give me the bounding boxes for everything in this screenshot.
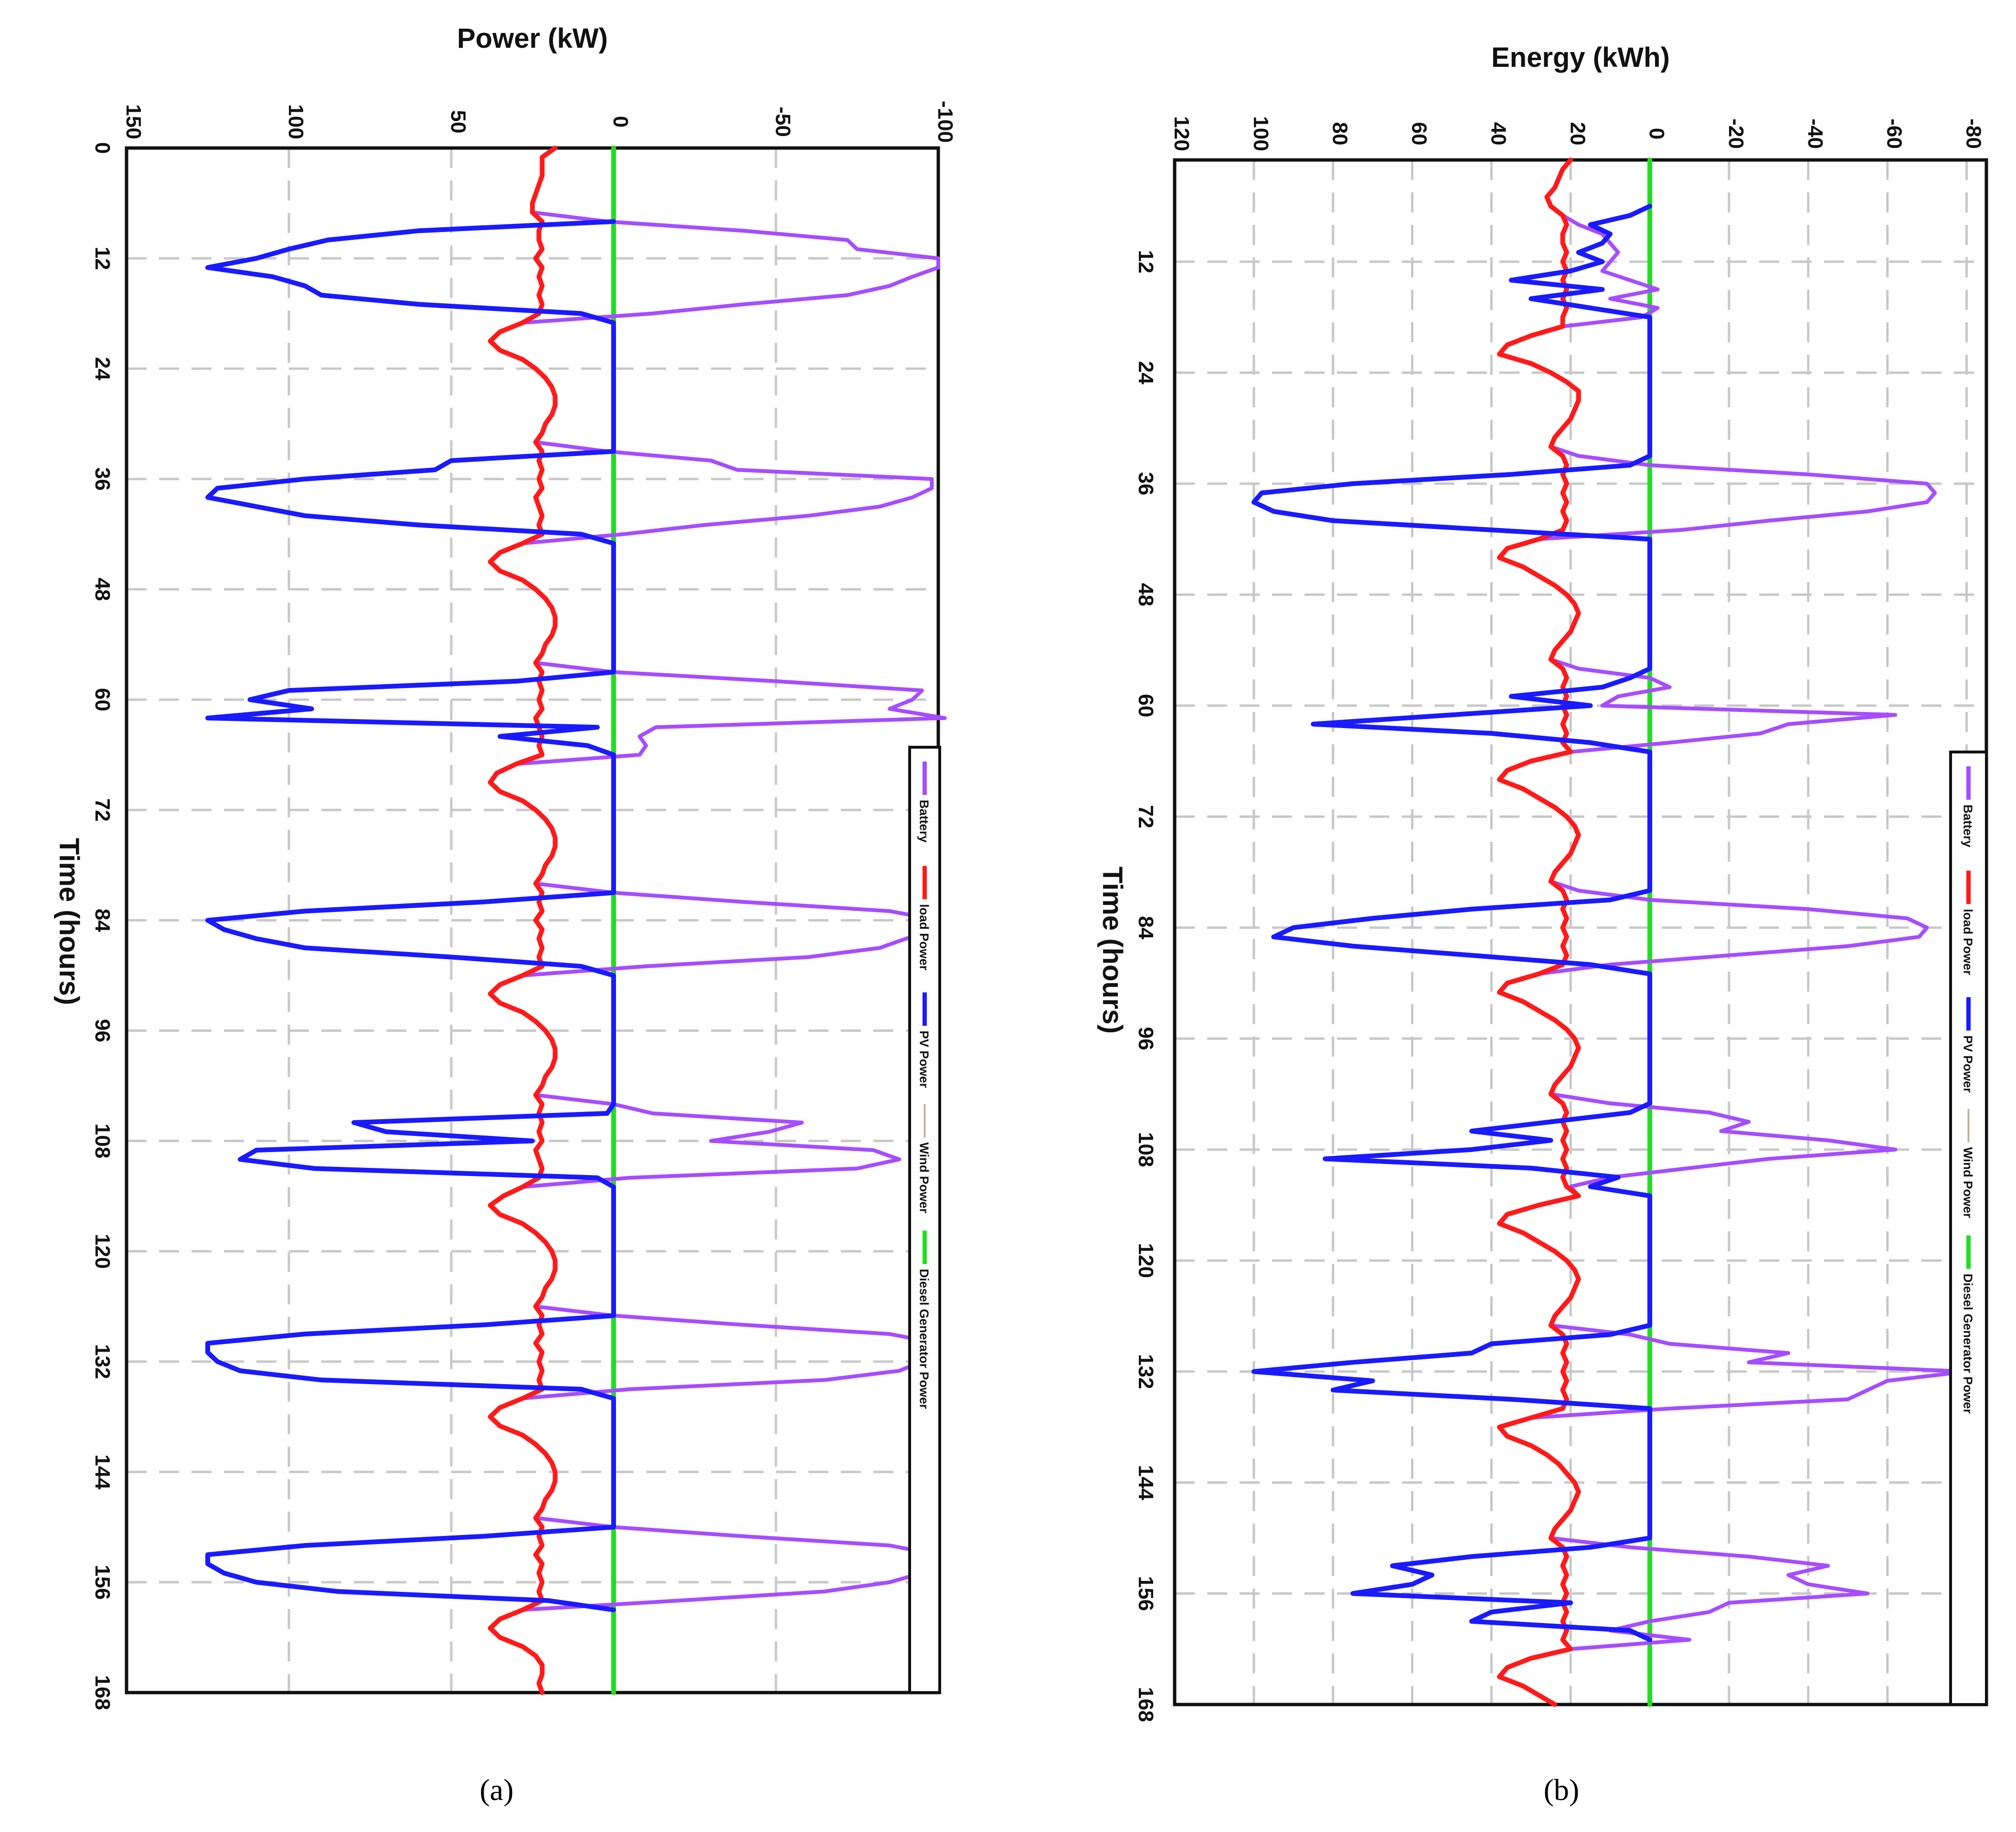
legend-label: load Power xyxy=(917,904,932,971)
x-tick-label: 84 xyxy=(1134,916,1157,939)
x-tick-label: 120 xyxy=(1134,1243,1157,1278)
x-tick-label: 0 xyxy=(91,142,114,154)
legend-label: PV Power xyxy=(1961,1036,1975,1093)
x-axis-label: Time (hours) xyxy=(1097,867,1128,1034)
y-tick-label: -40 xyxy=(1804,118,1827,149)
x-tick-label: 120 xyxy=(91,1234,114,1269)
x-tick-label: 60 xyxy=(1134,694,1157,717)
x-tick-label: 132 xyxy=(91,1344,114,1379)
x-tick-label: 48 xyxy=(91,578,114,601)
y-tick-label: 100 xyxy=(1249,116,1273,151)
x-tick-label: 36 xyxy=(1134,472,1157,496)
series-line-load-power xyxy=(1497,158,1581,1707)
legend-box xyxy=(1949,751,1988,1706)
y-tick-label: -60 xyxy=(1883,118,1906,149)
legend-label: load Power xyxy=(1961,909,1975,975)
x-axis-label: Time (hours) xyxy=(53,838,85,1005)
y-tick-label: 0 xyxy=(609,116,632,127)
legend-label: Battery xyxy=(1961,805,1975,847)
y-tick-label: 100 xyxy=(284,104,308,139)
y-tick-label: 0 xyxy=(1645,128,1668,139)
x-tick-label: 12 xyxy=(1134,250,1157,274)
x-tick-label: 108 xyxy=(1134,1132,1157,1167)
y-tick-label: -100 xyxy=(934,101,957,143)
panel-label-a: (a) xyxy=(479,1773,513,1807)
chart-b: 12 24 36 48 60 72 84 96 108 120 132 144 156 168 -80 -60… xyxy=(1097,42,1988,1722)
x-tick-label: 108 xyxy=(91,1123,114,1158)
y-tick-label: 40 xyxy=(1486,122,1510,146)
legend-label: PV Power xyxy=(917,1031,932,1088)
y-tick-label: 80 xyxy=(1328,122,1352,146)
x-tick-label: 24 xyxy=(1134,361,1157,384)
y-tick-label: 50 xyxy=(446,110,470,134)
legend-label: Wind Power xyxy=(1961,1147,1975,1218)
legend-label: Diesel Generator Power xyxy=(917,1269,932,1409)
legend-label: Wind Power xyxy=(917,1143,932,1214)
x-tick-label: 156 xyxy=(91,1565,114,1599)
x-tick-label: 168 xyxy=(1134,1687,1157,1722)
x-tick-label: 96 xyxy=(91,1019,114,1042)
x-tick-label: 144 xyxy=(1134,1465,1157,1500)
series-line-pv-power xyxy=(205,219,616,1612)
x-tick-label: 36 xyxy=(91,467,114,491)
y-tick-label: 60 xyxy=(1408,122,1431,146)
x-tick-label: 168 xyxy=(91,1675,114,1710)
x-tick-label: 60 xyxy=(91,688,114,711)
y-tick-label: -20 xyxy=(1724,118,1748,149)
legend-label: Diesel Generator Power xyxy=(1961,1274,1975,1414)
x-tick-label: 144 xyxy=(91,1454,114,1490)
x-tick-label: 72 xyxy=(91,798,114,822)
y-tick-label: 20 xyxy=(1566,122,1589,146)
chart-a: 0 12 24 36 48 60 72 84 96 108 120 132 144 156 168 -100 -… xyxy=(53,23,957,1710)
legend-label: Battery xyxy=(917,800,932,843)
x-tick-label: 48 xyxy=(1134,583,1157,606)
y-tick-label: 120 xyxy=(1170,116,1193,151)
legend-box xyxy=(908,746,941,1694)
x-tick-label: 12 xyxy=(91,247,114,270)
x-tick-label: 24 xyxy=(91,357,114,381)
x-tick-label: 72 xyxy=(1134,805,1157,828)
y-tick-label: -50 xyxy=(771,106,795,137)
series-line-pv-power xyxy=(1251,203,1653,1642)
x-tick-label: 132 xyxy=(1134,1354,1157,1389)
x-tick-label: 156 xyxy=(1134,1576,1157,1611)
y-axis-label: Energy (kWh) xyxy=(1491,42,1670,73)
panel-label-b: (b) xyxy=(1544,1773,1580,1807)
series-line-load-power xyxy=(488,146,558,1695)
y-tick-label: -80 xyxy=(1962,118,1985,149)
x-tick-label: 96 xyxy=(1134,1027,1157,1050)
y-tick-label: 150 xyxy=(122,104,145,139)
x-tick-label: 84 xyxy=(91,909,114,932)
y-axis-label: Power (kW) xyxy=(457,23,608,54)
